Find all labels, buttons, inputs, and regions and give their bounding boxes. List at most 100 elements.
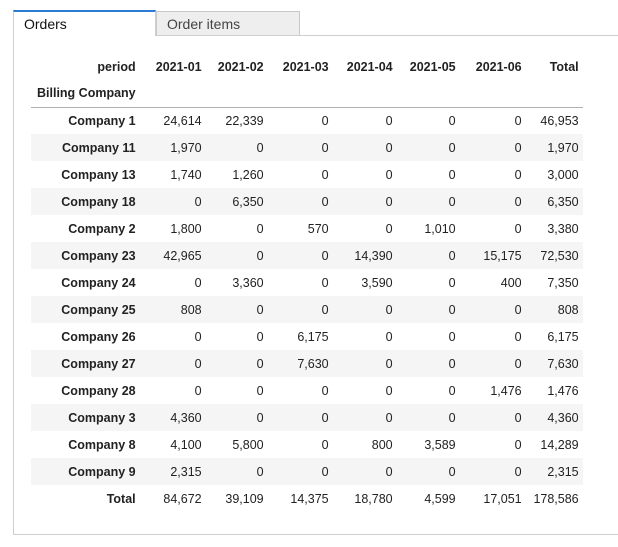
table-cell: 0 (396, 458, 460, 485)
table-row: Company 3 4,360 0 0 0 0 0 4,360 (31, 404, 583, 431)
row-label: Company 13 (31, 161, 144, 188)
table-cell: 400 (459, 269, 526, 296)
table-cell: 0 (205, 296, 268, 323)
table-row: Company 27 0 0 7,630 0 0 0 7,630 (31, 350, 583, 377)
table-cell: 42,965 (143, 242, 206, 269)
table-cell: 0 (459, 404, 526, 431)
row-total-cell: 14,289 (525, 431, 583, 458)
total-cell: 18,780 (354, 491, 393, 506)
table-cell: 0 (267, 296, 333, 323)
table-cell: 4,360 (143, 404, 206, 431)
row-total-cell: 46,953 (525, 107, 583, 134)
table-cell: 15,175 (459, 242, 526, 269)
table-cell: 0 (205, 134, 268, 161)
row-total-cell: 808 (525, 296, 583, 323)
table-cell: 6,350 (205, 188, 268, 215)
total-cell: 39,109 (225, 491, 264, 506)
row-total-cell: 1,970 (525, 134, 583, 161)
row-label: Company 28 (31, 377, 144, 404)
table-cell: 0 (267, 161, 333, 188)
row-total-cell: 6,175 (525, 323, 583, 350)
table-cell: 0 (396, 323, 460, 350)
table-cell: 0 (396, 350, 460, 377)
row-dimension-header-row: Billing Company (31, 80, 583, 107)
table-row: Company 24 0 3,360 0 3,590 0 400 7,350 (31, 269, 583, 296)
table-cell: 3,590 (332, 269, 397, 296)
row-label: Company 8 (31, 431, 144, 458)
table-cell: 0 (143, 323, 206, 350)
row-total-cell: 7,350 (525, 269, 583, 296)
table-cell: 1,260 (205, 161, 268, 188)
table-cell: 0 (205, 404, 268, 431)
table-row: Company 23 42,965 0 0 14,390 0 15,175 72,530 (31, 242, 583, 269)
column-header-total: Total (549, 59, 579, 74)
tab-order-items[interactable]: Order items (156, 11, 300, 35)
table-cell: 0 (459, 134, 526, 161)
table-cell: 0 (267, 107, 333, 134)
table-cell: 0 (143, 188, 206, 215)
table-cell: 7,630 (267, 350, 333, 377)
pivot-body: Company 1 24,614 22,339 0 0 0 0 46,953 Company 1… (31, 107, 583, 485)
total-cell: 84,672 (163, 491, 202, 506)
column-header: 2021-03 (282, 59, 329, 74)
table-cell: 0 (396, 107, 460, 134)
table-cell: 0 (459, 323, 526, 350)
table-cell: 0 (396, 242, 460, 269)
total-row: Total 84,672 39,109 14,375 18,780 4,599 … (31, 485, 583, 512)
table-cell: 808 (143, 296, 206, 323)
table-cell: 6,175 (267, 323, 333, 350)
table-row: Company 1 24,614 22,339 0 0 0 0 46,953 (31, 107, 583, 134)
table-cell: 0 (267, 188, 333, 215)
table-cell: 0 (205, 377, 268, 404)
period-label: period (97, 59, 136, 74)
table-row: Company 8 4,100 5,800 0 800 3,589 0 14,289 (31, 431, 583, 458)
table-cell: 0 (396, 377, 460, 404)
table-cell: 0 (332, 188, 397, 215)
table-cell: 0 (205, 215, 268, 242)
table-cell: 0 (396, 296, 460, 323)
row-total-cell: 4,360 (525, 404, 583, 431)
table-row: Company 13 1,740 1,260 0 0 0 0 3,000 (31, 161, 583, 188)
table-cell: 0 (205, 458, 268, 485)
table-cell: 0 (267, 134, 333, 161)
table-cell: 1,800 (143, 215, 206, 242)
row-label: Company 2 (31, 215, 144, 242)
row-label: Company 26 (31, 323, 144, 350)
table-cell: 0 (459, 188, 526, 215)
row-total-cell: 1,476 (525, 377, 583, 404)
table-row: Company 18 0 6,350 0 0 0 0 6,350 (31, 188, 583, 215)
table-cell: 4,100 (143, 431, 206, 458)
table-cell: 3,360 (205, 269, 268, 296)
table-cell: 0 (396, 404, 460, 431)
table-cell: 0 (396, 134, 460, 161)
table-cell: 0 (143, 377, 206, 404)
row-label: Company 18 (31, 188, 144, 215)
table-cell: 0 (459, 107, 526, 134)
table-cell: 1,740 (143, 161, 206, 188)
table-row: Company 11 1,970 0 0 0 0 0 1,970 (31, 134, 583, 161)
row-label: Company 3 (31, 404, 144, 431)
table-row: Company 28 0 0 0 0 0 1,476 1,476 (31, 377, 583, 404)
total-cell: 17,051 (483, 491, 522, 506)
table-cell: 0 (205, 323, 268, 350)
table-cell: 0 (267, 269, 333, 296)
table-cell: 0 (332, 377, 397, 404)
table-cell: 0 (332, 404, 397, 431)
row-label: Company 1 (31, 107, 144, 134)
row-total-cell: 3,000 (525, 161, 583, 188)
table-cell: 800 (332, 431, 397, 458)
row-dimension-label: Billing Company (37, 86, 136, 101)
row-total-cell: 72,530 (525, 242, 583, 269)
total-cell: 14,375 (290, 491, 329, 506)
row-label: Company 23 (31, 242, 144, 269)
table-cell: 0 (459, 431, 526, 458)
tab-orders[interactable]: Orders (13, 10, 156, 36)
column-header: 2021-05 (409, 59, 456, 74)
column-header-row: period 2021-01 2021-02 2021-03 2021-04 2… (31, 53, 583, 80)
table-cell: 0 (205, 242, 268, 269)
table-cell: 0 (459, 215, 526, 242)
tab-divider (156, 35, 618, 36)
table-cell: 0 (396, 269, 460, 296)
table-row: Company 25 808 0 0 0 0 0 808 (31, 296, 583, 323)
table-cell: 2,315 (143, 458, 206, 485)
